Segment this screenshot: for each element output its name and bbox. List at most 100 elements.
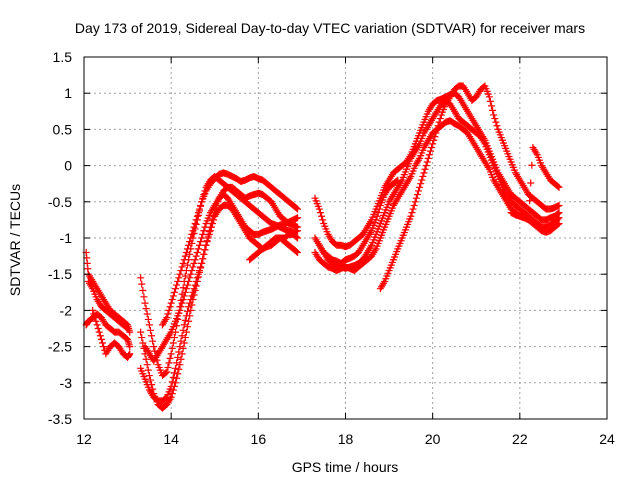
data-point — [138, 280, 146, 288]
data-point — [185, 303, 193, 311]
y-tick-label: 0 — [64, 158, 72, 174]
data-point — [176, 306, 184, 314]
data-point — [185, 241, 193, 249]
data-point — [177, 303, 185, 311]
data-point — [176, 343, 184, 351]
data-point — [172, 364, 180, 372]
data-point — [408, 209, 416, 217]
data-point — [375, 205, 383, 213]
data-point — [95, 328, 103, 336]
data-point — [490, 111, 498, 119]
data-point — [166, 303, 174, 311]
data-point — [143, 310, 151, 318]
data-point — [432, 129, 440, 137]
data-point — [199, 194, 207, 202]
data-point — [97, 335, 105, 343]
x-tick-label: 12 — [76, 431, 92, 447]
data-point — [142, 355, 150, 363]
data-point — [96, 332, 104, 340]
data-point — [182, 285, 190, 293]
y-tick-label: -1 — [60, 230, 73, 246]
data-point — [137, 328, 145, 336]
data-point — [182, 248, 190, 256]
data-point — [142, 305, 150, 313]
data-point — [421, 165, 429, 173]
data-point — [163, 368, 171, 376]
data-point — [169, 373, 177, 381]
data-point — [189, 263, 197, 271]
data-point — [163, 314, 171, 322]
data-point — [186, 274, 194, 282]
data-point — [489, 106, 497, 114]
data-point — [430, 136, 438, 144]
data-point — [492, 118, 500, 126]
data-point — [181, 316, 189, 324]
data-point — [210, 212, 218, 220]
data-point — [209, 216, 217, 224]
y-tick-label: -0.5 — [48, 194, 72, 210]
data-point — [526, 197, 534, 205]
data-point — [525, 214, 533, 222]
data-point — [417, 180, 425, 188]
data-point — [162, 394, 170, 402]
data-point — [190, 223, 198, 231]
data-point — [177, 267, 185, 275]
data-point — [318, 212, 326, 220]
tick-labels: -3.5 -3 -2.5 -2 -1.5 -1 -0.5 0 0.5 1 1.5 12 14 16 18 20… — [48, 49, 615, 447]
data-point — [145, 372, 153, 380]
data-point — [200, 250, 208, 258]
data-point — [94, 325, 102, 332]
data-point — [165, 306, 173, 314]
data-point — [187, 296, 195, 304]
data-point — [126, 328, 134, 336]
data-point — [185, 317, 193, 325]
y-tick-label: -1.5 — [48, 266, 72, 282]
data-point — [319, 216, 327, 224]
data-point — [418, 176, 426, 184]
y-tick-label: -3 — [60, 375, 73, 391]
data-point — [199, 230, 207, 238]
data-point — [179, 296, 187, 304]
data-point — [407, 212, 415, 220]
data-point — [435, 118, 443, 126]
data-point — [433, 125, 441, 133]
y-tick-label: -2.5 — [48, 339, 72, 355]
data-point — [144, 366, 152, 374]
data-point — [187, 270, 195, 278]
data-point — [181, 288, 189, 296]
data-point — [197, 238, 205, 246]
data-point — [193, 212, 201, 220]
data-point — [194, 209, 202, 217]
data-point — [138, 334, 146, 342]
data-point — [139, 339, 147, 347]
data-point — [292, 248, 300, 256]
data-points — [82, 82, 563, 412]
data-point — [429, 140, 437, 148]
y-tick-label: -2 — [60, 302, 73, 318]
data-point — [434, 122, 442, 130]
data-point — [145, 321, 153, 329]
data-point — [204, 232, 212, 240]
data-point — [191, 256, 199, 264]
data-point — [170, 288, 178, 296]
data-point — [162, 369, 170, 377]
data-point — [184, 281, 192, 289]
data-point — [180, 292, 188, 300]
data-point — [528, 161, 536, 169]
data-point — [169, 386, 177, 394]
data-point — [195, 267, 203, 275]
data-point — [411, 198, 419, 206]
data-point — [90, 310, 98, 318]
data-point — [175, 348, 183, 356]
data-point — [431, 133, 439, 141]
data-point — [315, 205, 323, 213]
data-point — [126, 343, 134, 351]
data-point — [180, 321, 188, 329]
data-point — [415, 187, 423, 195]
y-tick-label: 1.5 — [53, 49, 73, 65]
data-point — [150, 343, 158, 351]
data-point — [144, 315, 152, 323]
x-axis-label: GPS time / hours — [292, 459, 399, 475]
